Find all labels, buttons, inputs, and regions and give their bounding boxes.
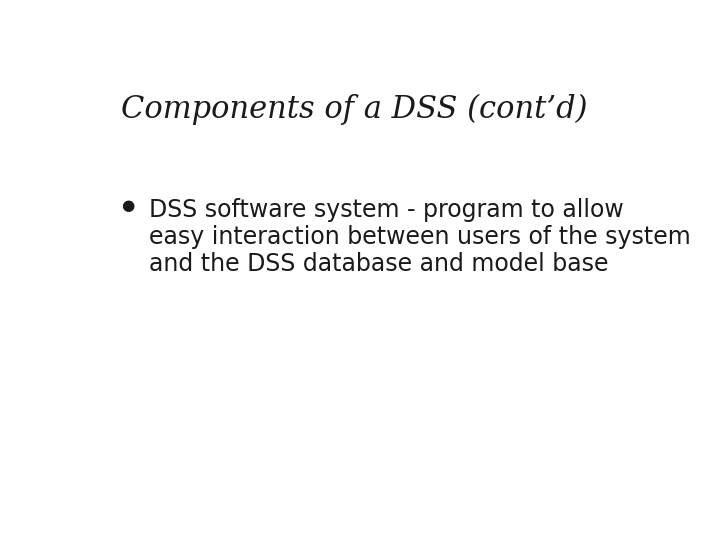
- Text: and the DSS database and model base: and the DSS database and model base: [148, 252, 608, 276]
- Text: ●: ●: [121, 198, 134, 213]
- Text: Components of a DSS (cont’d): Components of a DSS (cont’d): [121, 94, 588, 125]
- Text: easy interaction between users of the system: easy interaction between users of the sy…: [148, 225, 690, 249]
- Text: DSS software system - program to allow: DSS software system - program to allow: [148, 198, 624, 222]
